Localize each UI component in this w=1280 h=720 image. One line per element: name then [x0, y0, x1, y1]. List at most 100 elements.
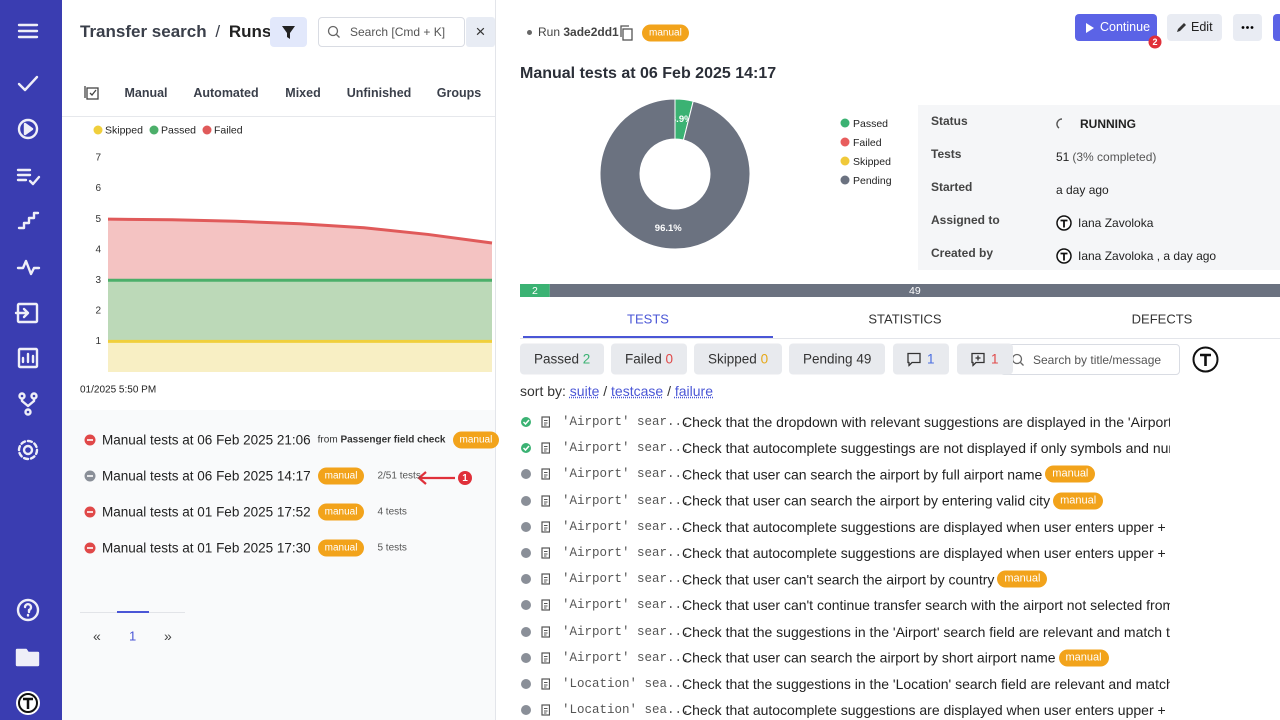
- run-tab[interactable]: Unfinished: [334, 86, 424, 100]
- test-row[interactable]: Check that user can search the airport b…: [682, 649, 1170, 666]
- assignee-filter[interactable]: [1192, 346, 1219, 373]
- y-tick-label: 6: [95, 183, 101, 194]
- clipboard-lines: [544, 447, 548, 452]
- status-glyph: [87, 511, 93, 513]
- test-suite: 'Airport' sear...: [562, 415, 690, 429]
- comment-filter[interactable]: 1: [957, 344, 1013, 375]
- test-icons: [520, 466, 550, 482]
- breadcrumb-title[interactable]: Transfer search: [80, 22, 207, 41]
- test-status: [521, 417, 531, 427]
- test-tab[interactable]: STATISTICS: [845, 312, 965, 327]
- test-title: Check that autocomplete suggestions are …: [682, 519, 1170, 535]
- clipboard: [542, 522, 550, 532]
- run-row[interactable]: Manual tests at 06 Feb 2025 14:17manual2…: [102, 468, 421, 485]
- test-row[interactable]: Check that autocomplete suggestions are …: [682, 519, 1170, 535]
- test-status: [521, 496, 531, 506]
- legend-label: Failed: [853, 137, 882, 149]
- area-fill: [108, 341, 492, 372]
- comment-count: 1: [927, 344, 935, 375]
- detail-value-text: a day ago: [1056, 183, 1109, 197]
- more-button[interactable]: [1233, 14, 1262, 41]
- test-icons: [520, 414, 550, 430]
- sort-option[interactable]: suite: [570, 383, 600, 399]
- sort-separator: /: [667, 383, 671, 399]
- run-row[interactable]: Manual tests at 06 Feb 2025 21:06from Pa…: [102, 432, 499, 449]
- run-status: [84, 434, 96, 446]
- run-tab[interactable]: Manual: [101, 86, 191, 100]
- clipboard: [542, 653, 550, 663]
- clipboard: [542, 627, 550, 637]
- y-tick-label: 2: [95, 305, 101, 316]
- detail-value: RUNNING: [1056, 117, 1136, 131]
- sort-label: sort by:: [520, 383, 566, 399]
- breadcrumb: Transfer search / Runs: [80, 22, 271, 42]
- search-box[interactable]: Search [Cmd + K]: [318, 17, 465, 47]
- progress-bar: 249: [520, 284, 1280, 297]
- detail-value-text: Iana Zavoloka: [1078, 216, 1153, 230]
- test-status: [521, 469, 531, 479]
- run-badge: manual: [642, 25, 689, 42]
- test-title: Check that user can search the airport b…: [682, 466, 1042, 482]
- legend-marker: [841, 157, 850, 166]
- pagination-page[interactable]: 1: [129, 629, 136, 644]
- pagination-next[interactable]: »: [164, 628, 172, 644]
- test-row[interactable]: Check that autocomplete suggestions are …: [682, 702, 1170, 718]
- detail-value-text: 51: [1056, 150, 1069, 164]
- test-search[interactable]: Search by title/message: [1000, 344, 1180, 375]
- filter-chip[interactable]: Skipped 0: [694, 344, 782, 375]
- run-title: Manual tests at 01 Feb 2025 17:52: [102, 505, 311, 520]
- test-title: Check that autocomplete suggestings are …: [682, 440, 1170, 456]
- run-dot: [527, 30, 532, 35]
- status-glyph: [87, 439, 93, 441]
- comment-filter[interactable]: 1: [893, 344, 949, 375]
- breadcrumb-current: Runs: [229, 22, 272, 41]
- filter-label: Failed: [625, 352, 662, 367]
- test-row[interactable]: Check that user can search the airport b…: [682, 466, 1170, 483]
- sort-option[interactable]: testcase: [611, 383, 663, 399]
- test-suite: 'Airport' sear...: [562, 494, 690, 508]
- test-tab[interactable]: DEFECTS: [1102, 312, 1222, 327]
- pagination-prev[interactable]: «: [93, 628, 101, 644]
- continue-button[interactable]: Continue: [1075, 14, 1157, 41]
- test-row[interactable]: Check that the suggestions in the 'Airpo…: [682, 624, 1170, 640]
- test-suite: 'Location' sea...: [562, 677, 690, 691]
- test-row[interactable]: Check that user can't continue transfer …: [682, 597, 1170, 613]
- run-title: Manual tests at 06 Feb 2025 14:17: [520, 65, 776, 83]
- run-badge: manual: [318, 540, 365, 557]
- select-icon[interactable]: [84, 85, 100, 101]
- filter-button[interactable]: [270, 17, 307, 47]
- clipboard-lines: [544, 499, 548, 504]
- y-tick-label: 5: [95, 214, 101, 225]
- test-title: Check that autocomplete suggestions are …: [682, 545, 1170, 561]
- legend-label: Failed: [214, 124, 243, 136]
- test-tab[interactable]: TESTS: [588, 312, 708, 327]
- sort-option[interactable]: failure: [675, 383, 713, 399]
- extra-button[interactable]: [1273, 14, 1280, 41]
- legend-label: Pending: [853, 175, 892, 187]
- y-tick-label: 4: [95, 244, 101, 255]
- run-row[interactable]: Manual tests at 01 Feb 2025 17:30manual5…: [102, 540, 407, 557]
- test-row[interactable]: Check that the suggestions in the 'Locat…: [682, 676, 1170, 692]
- test-row[interactable]: Check that autocomplete suggestings are …: [682, 440, 1170, 456]
- edit-button[interactable]: Edit: [1167, 14, 1222, 41]
- test-row[interactable]: Check that user can search the airport b…: [682, 492, 1170, 509]
- test-title: Check that user can search the airport b…: [682, 650, 1056, 666]
- filter-chip[interactable]: Passed 2: [520, 344, 604, 375]
- test-row[interactable]: Check that the dropdown with relevant su…: [682, 414, 1170, 430]
- legend-marker: [203, 126, 212, 135]
- test-icons: [520, 519, 550, 535]
- test-row[interactable]: Check that user can't search the airport…: [682, 571, 1170, 588]
- filter-label: Skipped: [708, 352, 757, 367]
- filter-chip[interactable]: Pending 49: [789, 344, 885, 375]
- run-row[interactable]: Manual tests at 01 Feb 2025 17:52manual4…: [102, 504, 407, 521]
- copy-icon[interactable]: [618, 24, 634, 42]
- run-tab[interactable]: Groups: [414, 86, 504, 100]
- test-suite: 'Airport' sear...: [562, 598, 690, 612]
- legend-marker: [841, 176, 850, 185]
- close-button[interactable]: ×: [466, 17, 495, 47]
- run-label: Run: [538, 25, 560, 39]
- run-source: from Passenger field check: [318, 435, 446, 446]
- run-count: 2/51 tests: [377, 471, 420, 482]
- filter-chip[interactable]: Failed 0: [611, 344, 687, 375]
- test-row[interactable]: Check that autocomplete suggestions are …: [682, 545, 1170, 561]
